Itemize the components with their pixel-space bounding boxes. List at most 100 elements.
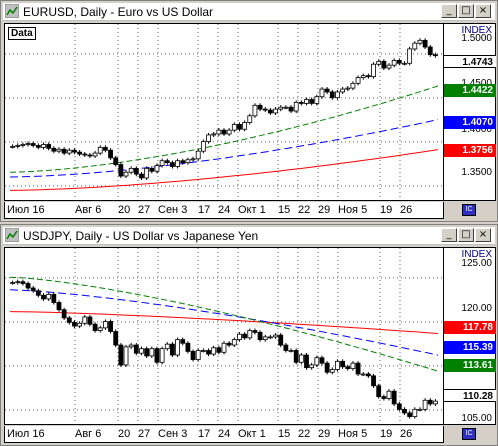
candle-body (355, 77, 361, 84)
price-tick: 1.3500 (461, 167, 492, 178)
candle-body (293, 102, 299, 112)
date-tick: 24 (218, 428, 231, 440)
candle-body (381, 396, 387, 399)
date-tick: Сен 3 (158, 428, 188, 440)
price-plot[interactable]: Data (4, 23, 444, 201)
price-tick: 105.00 (461, 413, 492, 424)
candle-body (56, 302, 62, 311)
date-tick: 29 (318, 428, 331, 440)
candle-body (15, 145, 21, 147)
candle-body (92, 323, 98, 331)
candle-body (87, 316, 93, 325)
candle-body (180, 339, 186, 344)
candle-body (149, 167, 155, 172)
candle-body (200, 350, 206, 352)
candle-body (221, 129, 227, 135)
minimize-button[interactable]: _ (441, 228, 457, 242)
candle-body (46, 293, 52, 300)
date-tick: 29 (318, 204, 331, 216)
candle-body (340, 360, 346, 368)
close-button[interactable]: × (475, 4, 491, 18)
scale-toggle-button[interactable]: IC (462, 428, 476, 440)
candle-body (273, 108, 278, 114)
date-tick: 26 (400, 428, 413, 440)
title-bar[interactable]: USDJPY, Daily - US Dollar vs Japanese Ye… (3, 227, 495, 245)
candle-body (433, 54, 438, 57)
candle-body (257, 104, 263, 110)
date-tick: Ноя 5 (338, 428, 368, 440)
usdjpy-chart-window[interactable]: USDJPY, Daily - US Dollar vs Japanese Ye… (0, 224, 498, 446)
candle-body (314, 357, 320, 366)
scale-toggle-button[interactable]: IC (462, 204, 476, 216)
candle-body (25, 143, 31, 145)
candle-body (221, 342, 227, 353)
candle-body (422, 399, 428, 410)
price-tag-ma-blue: 1.4070 (444, 116, 496, 129)
candle-body (391, 390, 397, 405)
candle-body (371, 375, 376, 387)
candle-body (376, 385, 382, 398)
candle-body (298, 102, 304, 104)
candle-body (20, 144, 26, 146)
date-tick: 27 (138, 204, 151, 216)
candle-body (231, 124, 237, 131)
candle-body (102, 146, 108, 151)
date-axis[interactable]: Июл 16 Авг 6 20 27 Сен 3 17 24 Окт 1 15 … (4, 202, 444, 219)
minimize-button[interactable]: _ (441, 4, 457, 18)
candle-body (164, 160, 170, 164)
candle-body (242, 122, 248, 130)
candlestick-chart (5, 248, 443, 424)
date-tick: 20 (118, 204, 131, 216)
price-tag-last: 1.4743 (444, 55, 496, 68)
candle-body (340, 88, 346, 93)
date-tick: 20 (118, 428, 131, 440)
candle-body (77, 322, 83, 327)
candle-body (30, 287, 36, 292)
candle-body (175, 160, 180, 167)
candle-body (61, 148, 67, 154)
candle-body (216, 347, 222, 353)
maximize-button[interactable]: □ (458, 4, 474, 18)
candle-body (257, 331, 263, 341)
price-axis[interactable]: INDEX 1.5000 1.4500 1.4000 1.3500 1.4743… (444, 23, 496, 201)
candle-body (195, 350, 201, 360)
price-tag-ma-blue: 115.39 (444, 341, 496, 354)
candle-body (113, 157, 119, 165)
candle-body (247, 115, 253, 123)
date-tick: 22 (298, 204, 311, 216)
date-tick: 26 (400, 204, 413, 216)
close-button[interactable]: × (475, 228, 491, 242)
candle-body (92, 152, 98, 157)
candle-body (293, 350, 299, 363)
candle-body (170, 343, 175, 356)
price-tag-ma-red: 1.3756 (444, 144, 496, 157)
candle-body (226, 342, 232, 346)
price-tick: 1.4000 (461, 124, 492, 135)
candle-body (329, 91, 335, 99)
candle-body (304, 354, 309, 369)
candle-body (345, 87, 351, 90)
candle-body (283, 344, 289, 351)
maximize-button[interactable]: □ (458, 228, 474, 242)
candle-body (97, 327, 103, 331)
price-plot[interactable] (4, 247, 444, 425)
candle-body (82, 316, 88, 324)
candle-body (128, 167, 134, 173)
date-tick: Сен 3 (158, 204, 188, 216)
candle-body (365, 373, 371, 377)
candle-body (170, 162, 175, 167)
candle-body (154, 165, 160, 172)
candle-body (350, 362, 356, 369)
candle-body (102, 321, 108, 329)
date-axis[interactable]: Июл 16 Авг 6 20 27 Сен 3 17 24 Окт 1 15 … (4, 426, 444, 443)
price-axis[interactable]: INDEX 125.00 120.00 105.00 117.78 115.39… (444, 247, 496, 425)
date-tick: 17 (198, 204, 211, 216)
candle-body (154, 348, 160, 363)
candle-body (242, 333, 248, 339)
price-tick: 1.5000 (461, 33, 492, 44)
eurusd-chart-window[interactable]: EURUSD, Daily - Euro vs US Dollar _ □ × … (0, 0, 498, 222)
candle-body (216, 129, 222, 135)
candle-body (123, 171, 129, 177)
title-bar[interactable]: EURUSD, Daily - Euro vs US Dollar _ □ × (3, 3, 495, 21)
candle-body (30, 143, 36, 146)
